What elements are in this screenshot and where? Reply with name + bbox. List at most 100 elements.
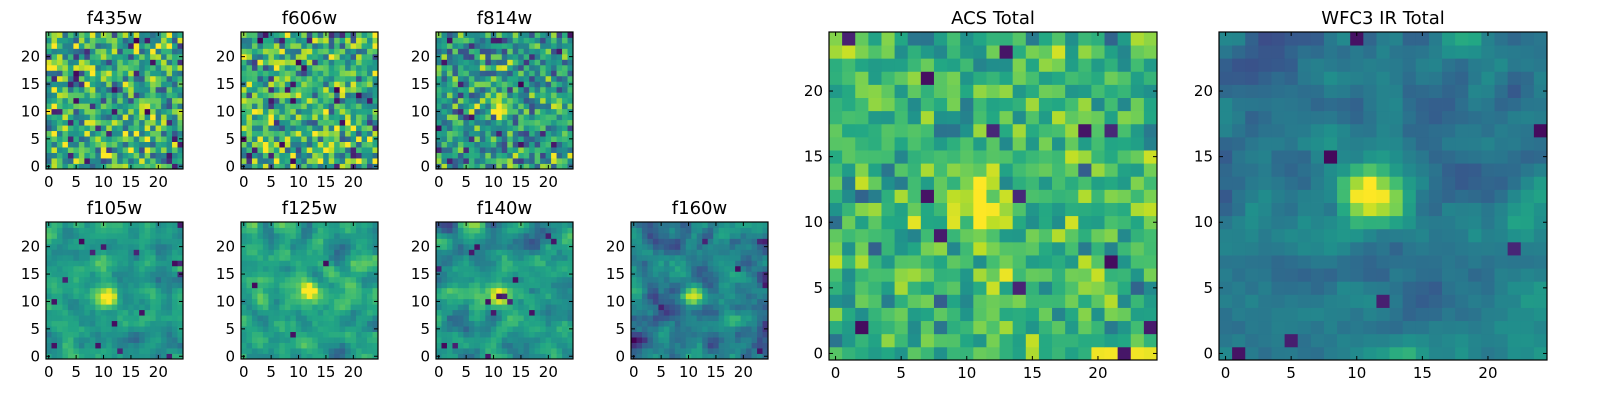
heatmap-cell (1025, 333, 1040, 348)
heatmap-cell (556, 75, 563, 82)
heatmap-cell (534, 232, 541, 239)
heatmap-cell (161, 320, 167, 327)
heatmap-cell (746, 238, 752, 245)
heatmap-cell (556, 53, 563, 60)
heatmap-cell (361, 119, 368, 126)
heatmap-cell (284, 298, 291, 305)
heatmap-cell (290, 86, 297, 93)
heatmap-cell (172, 326, 178, 332)
heatmap-cell (868, 176, 882, 190)
heatmap-cell (669, 293, 676, 300)
heatmap-cell (523, 130, 530, 137)
heatmap-cell (567, 304, 574, 311)
heatmap-cell (139, 81, 146, 88)
heatmap-cell (317, 48, 324, 55)
heatmap-cell (507, 348, 514, 354)
heatmap-cell (246, 315, 253, 322)
heatmap-cell (947, 268, 961, 282)
heatmap-cell (545, 348, 552, 354)
heatmap-cell (636, 309, 643, 316)
heatmap-cell (1052, 346, 1066, 361)
heatmap-cell (556, 130, 563, 137)
heatmap-cell (372, 152, 379, 159)
x-tick-label: 5 (461, 173, 471, 191)
heatmap-cell (133, 326, 140, 332)
heatmap-cell (161, 81, 167, 88)
heatmap-cell (545, 81, 552, 88)
heatmap-cell (463, 108, 470, 115)
heatmap-cell (122, 309, 129, 316)
heatmap-cell (100, 282, 107, 289)
heatmap-cell (56, 163, 63, 170)
heatmap-cell (246, 282, 253, 289)
heatmap-cell (350, 103, 357, 110)
heatmap-cell (361, 152, 368, 159)
heatmap-cell (78, 130, 85, 137)
heatmap-cell (100, 48, 107, 55)
heatmap-cell (128, 119, 135, 126)
heatmap-cell (111, 37, 118, 44)
heatmap-cell (685, 249, 692, 256)
heatmap-cell (177, 125, 184, 132)
heatmap-cell (636, 298, 643, 305)
heatmap-cell (523, 249, 530, 256)
heatmap-cell (361, 86, 368, 93)
heatmap-cell (551, 81, 557, 88)
heatmap-cell (669, 249, 676, 256)
heatmap-cell (279, 304, 286, 311)
heatmap-cell (268, 254, 275, 261)
heatmap-cell (246, 136, 253, 142)
heatmap-cell (663, 287, 670, 294)
heatmap-cell (166, 326, 173, 332)
heatmap-cell (707, 337, 714, 343)
heatmap-cell (306, 304, 313, 311)
heatmap-cell (713, 271, 720, 278)
heatmap-cell (718, 353, 725, 360)
heatmap-cell (246, 337, 253, 343)
heatmap-cell (933, 176, 948, 190)
heatmap-cell (251, 320, 258, 327)
heatmap-cell (1091, 307, 1105, 322)
heatmap-cell (117, 276, 124, 283)
heatmap-cell (436, 147, 442, 153)
heatmap-cell (468, 141, 475, 148)
heatmap-cell (457, 130, 464, 137)
heatmap-cell (713, 249, 720, 256)
heatmap-cell (1091, 163, 1105, 177)
heatmap-cell (372, 86, 379, 93)
heatmap-cell (284, 136, 291, 142)
heatmap-cell (56, 353, 63, 360)
heatmap-cell (718, 304, 725, 311)
heatmap-cell (345, 337, 351, 343)
heatmap-cell (512, 222, 519, 228)
heatmap-cell (691, 342, 698, 349)
heatmap-cell (350, 136, 357, 142)
heatmap-cell (257, 298, 264, 305)
heatmap-cell (518, 158, 525, 164)
heatmap-cell (474, 282, 481, 289)
heatmap-cell (999, 281, 1014, 295)
heatmap-cell (62, 315, 69, 322)
heatmap-cell (78, 125, 85, 132)
heatmap-cell (128, 64, 135, 71)
heatmap-cell (441, 320, 448, 327)
heatmap-cell (718, 342, 725, 349)
heatmap-cell (328, 353, 335, 360)
heatmap-cell (556, 298, 563, 305)
heatmap-cell (652, 348, 659, 354)
heatmap-cell (262, 337, 269, 343)
heatmap-cell (1091, 346, 1105, 361)
heatmap-cell (73, 298, 80, 305)
heatmap-cell (111, 238, 118, 245)
x-tick-label: 15 (121, 363, 140, 381)
heatmap-cell (241, 147, 247, 153)
heatmap-cell (345, 304, 351, 311)
heatmap-cell (306, 59, 313, 66)
heatmap-cell (84, 42, 91, 49)
heatmap-cell (350, 158, 357, 164)
heatmap-cell (166, 232, 173, 239)
heatmap-cell (166, 315, 173, 322)
heatmap-cell (441, 86, 448, 93)
heatmap-cell (155, 232, 162, 239)
